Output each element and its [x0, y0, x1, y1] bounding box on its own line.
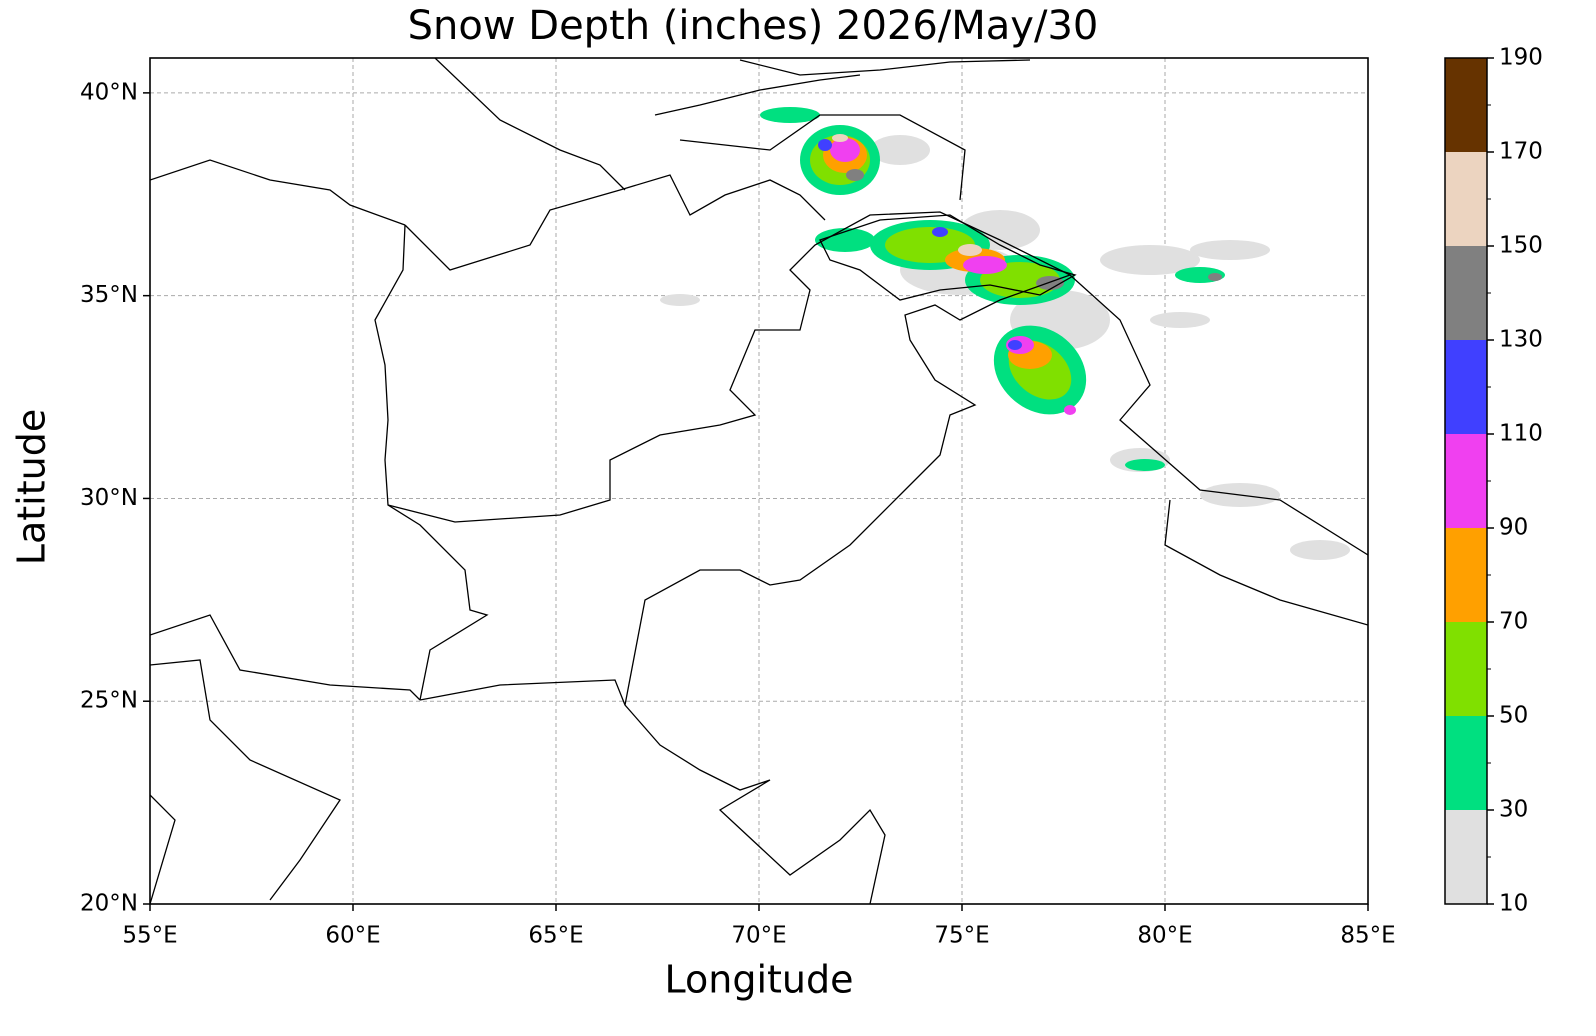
x-tick-label: 85°E [1340, 923, 1395, 949]
colorbar-swatch [1445, 340, 1487, 434]
colorbar-tick-label: 130 [1499, 327, 1543, 353]
colorbar-tick-label: 30 [1499, 797, 1528, 823]
y-tick-label: 20°N [80, 891, 138, 917]
colorbar-swatch [1445, 58, 1487, 152]
colorbar-tick-label: 10 [1499, 891, 1528, 917]
colorbar-swatch [1445, 622, 1487, 716]
colorbar-tick-label: 150 [1499, 233, 1543, 259]
snow-150 [832, 134, 982, 256]
x-tick-label: 55°E [122, 923, 177, 949]
snow-110 [818, 139, 1022, 350]
borders [150, 58, 1368, 904]
y-tick-label: 30°N [80, 485, 138, 511]
colorbar-swatch [1445, 810, 1487, 904]
colorbar-tick-label: 90 [1499, 515, 1528, 541]
colorbar-swatch [1445, 246, 1487, 340]
y-tick-label: 25°N [80, 688, 138, 714]
x-tick-label: 70°E [731, 923, 786, 949]
chart-title: Snow Depth (inches) 2026/May/30 [408, 3, 1099, 49]
colorbar-tick-label: 170 [1499, 139, 1543, 165]
y-axis-label: Latitude [10, 409, 54, 565]
y-tick-label: 35°N [80, 282, 138, 308]
colorbar-tick-label: 190 [1499, 45, 1543, 71]
x-tick-label: 80°E [1137, 923, 1192, 949]
snow-field [660, 107, 1350, 560]
x-tick-label: 60°E [325, 923, 380, 949]
colorbar-swatch [1445, 152, 1487, 246]
colorbar-tick-label: 110 [1499, 421, 1543, 447]
colorbar-tick-label: 50 [1499, 703, 1528, 729]
colorbar-swatch [1445, 434, 1487, 528]
colorbar-tick-label: 70 [1499, 609, 1528, 635]
x-tick-label: 65°E [528, 923, 583, 949]
colorbar: 10 30 50 70 90 110 130 150 170 190 [1444, 45, 1543, 917]
x-tick-label: 75°E [934, 923, 989, 949]
colorbar-swatch [1445, 716, 1487, 810]
x-axis-label: Longitude [665, 958, 854, 1002]
y-tick-label: 40°N [80, 79, 138, 105]
colorbar-swatch [1445, 528, 1487, 622]
grid [150, 58, 1368, 904]
